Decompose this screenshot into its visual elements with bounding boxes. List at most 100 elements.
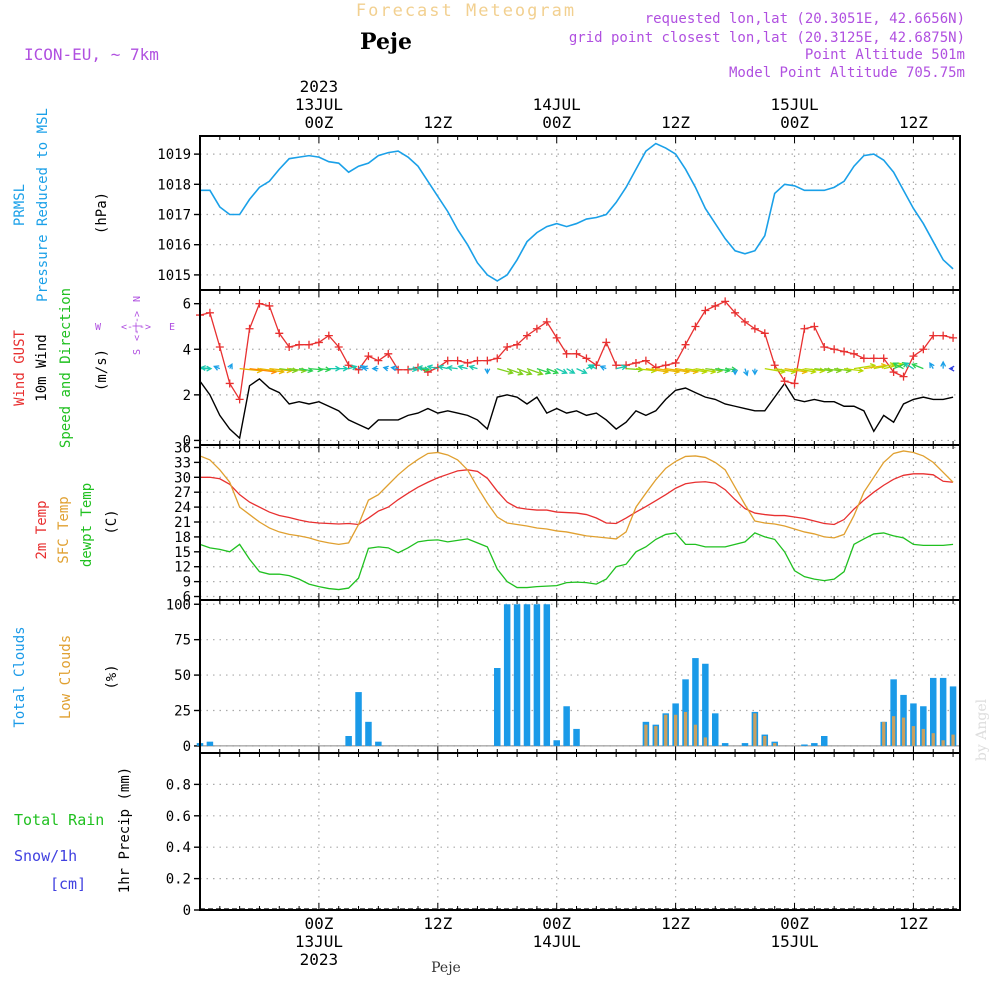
y-tick-label: 18 xyxy=(174,530,191,546)
top-time-label: 13JUL xyxy=(295,95,343,114)
gust-marker xyxy=(849,349,858,358)
wind-arrow-head xyxy=(286,367,293,374)
wind-arrow-head xyxy=(880,363,888,369)
total-cloud-bar xyxy=(712,713,719,746)
dewpoint-line xyxy=(199,532,954,591)
low-cloud-bar xyxy=(753,713,757,746)
wind-arrow xyxy=(249,367,277,373)
gust-marker xyxy=(344,361,353,370)
gust-marker xyxy=(255,299,264,308)
low-cloud-bar xyxy=(882,721,886,746)
wind-arrow xyxy=(417,366,428,370)
gust-marker xyxy=(612,361,621,370)
wind-arrow-head xyxy=(857,367,865,374)
wind-arrow xyxy=(259,367,284,373)
y-tick-label: 0.4 xyxy=(166,840,191,856)
wind-arrow xyxy=(675,367,698,373)
wind-arrow-head xyxy=(517,369,524,376)
total-cloud-bar xyxy=(821,736,828,746)
gust-marker xyxy=(572,349,581,358)
temp-2m-line xyxy=(200,469,954,526)
low-clouds-label: Low Clouds xyxy=(58,635,74,719)
wind-arrow xyxy=(834,367,851,372)
wind-arrow xyxy=(824,367,841,372)
wind-arrow-head xyxy=(621,364,628,371)
gust-marker xyxy=(919,345,928,354)
wind-arrow-head xyxy=(213,365,220,371)
y-tick-label: 25 xyxy=(174,704,191,720)
wind-arrow-head xyxy=(537,369,544,376)
wind-arrow-head xyxy=(948,365,955,372)
gust-marker xyxy=(631,358,640,367)
gust-marker xyxy=(552,333,561,342)
wind-arrow xyxy=(904,362,914,370)
wind-arrow xyxy=(318,367,330,371)
y-tick-label: 4 xyxy=(183,342,191,358)
rain-label: Total Rain xyxy=(14,811,104,829)
wind-arrow xyxy=(715,367,730,372)
wind-arrow-head xyxy=(599,365,606,371)
total-cloud-bar xyxy=(920,706,927,746)
total-cloud-bar xyxy=(355,692,362,746)
wind-arrow-head xyxy=(484,368,491,375)
wind-arrow-head xyxy=(732,369,739,376)
gust-marker xyxy=(820,342,829,351)
wind-arrow xyxy=(588,364,597,370)
compass-w: W xyxy=(95,322,102,333)
y-tick-label: 2 xyxy=(183,388,191,404)
wind-arrow xyxy=(308,367,323,371)
wind-arrow-head xyxy=(227,363,233,370)
wind-arrow xyxy=(893,362,904,370)
y-tick-label: 0 xyxy=(183,433,191,449)
wind-label: 10m Wind xyxy=(34,334,50,401)
total-cloud-bar xyxy=(811,743,818,746)
total-cloud-bar xyxy=(721,743,729,746)
bottom-time-label: 12Z xyxy=(661,914,690,933)
wind-arrow xyxy=(506,368,523,375)
total-cloud-bar xyxy=(939,677,947,746)
wind-arrow xyxy=(427,365,438,370)
top-time-label: 12Z xyxy=(661,113,690,132)
total-cloud-bar xyxy=(949,686,957,746)
gust-marker xyxy=(384,349,393,358)
wind-arrow xyxy=(408,367,417,371)
dew-label: dewpt Temp xyxy=(79,483,95,567)
gust-marker xyxy=(671,358,680,367)
total-cloud-bar xyxy=(345,736,352,746)
watermark: by Angel xyxy=(974,698,990,761)
wind-arrow xyxy=(725,367,737,371)
wind-arrow xyxy=(536,368,551,374)
y-tick-label: 15 xyxy=(174,545,191,561)
gust-marker xyxy=(205,308,214,317)
wind-arrow xyxy=(843,367,863,372)
low-cloud-bar xyxy=(673,714,678,746)
gust-marker xyxy=(780,377,789,386)
wind-arrow xyxy=(438,365,448,370)
wind-arrow xyxy=(458,365,468,370)
low-cloud-bar xyxy=(901,717,906,746)
wind-arrow xyxy=(497,368,513,374)
wind-arrow-head xyxy=(426,364,433,371)
low-cloud-bar xyxy=(773,743,777,746)
y-tick-label: 100 xyxy=(166,597,191,613)
y-tick-label: 12 xyxy=(174,560,191,576)
wind-arrow-head xyxy=(382,365,389,372)
y-tick-label: 24 xyxy=(174,500,191,516)
gust-marker xyxy=(453,356,462,365)
low-cloud-bar xyxy=(654,726,658,746)
gust-marker xyxy=(641,356,650,365)
total-cloud-bar xyxy=(503,604,511,746)
y-tick-label: 1019 xyxy=(157,147,191,163)
total-cloud-bar xyxy=(563,706,570,746)
bottom-time-label: 2023 xyxy=(300,950,339,969)
gust-marker xyxy=(790,379,799,388)
total-cloud-bar xyxy=(523,604,531,746)
wind-arrow xyxy=(685,367,707,373)
panel-frame xyxy=(199,289,961,446)
y-tick-label: 0.8 xyxy=(166,777,191,793)
panel-frame xyxy=(199,752,961,911)
wind-arrow-head xyxy=(317,366,324,373)
temp-unit: (C) xyxy=(104,509,120,534)
wind-arrow xyxy=(576,368,587,374)
y-tick-label: 1018 xyxy=(157,177,191,193)
